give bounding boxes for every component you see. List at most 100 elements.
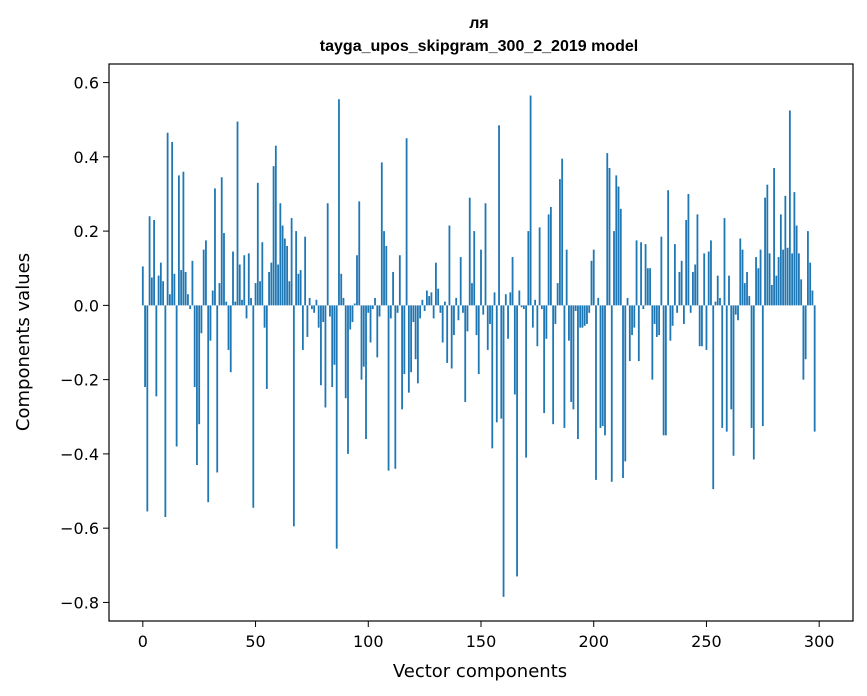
- bar: [423, 305, 426, 311]
- bar: [628, 305, 631, 362]
- bar: [349, 305, 352, 330]
- x-tick-label: 250: [691, 632, 722, 651]
- bar: [362, 305, 365, 367]
- bar: [723, 218, 726, 306]
- bar: [171, 141, 174, 306]
- bar: [229, 305, 232, 373]
- bar: [182, 171, 185, 306]
- bar: [448, 225, 451, 306]
- bar: [714, 301, 717, 306]
- bar: [410, 305, 413, 373]
- bar: [813, 305, 816, 432]
- bar: [322, 305, 325, 323]
- bar: [480, 249, 482, 306]
- bar: [416, 305, 419, 384]
- bar: [351, 305, 354, 323]
- bar: [522, 305, 525, 310]
- bar: [268, 271, 270, 306]
- bar: [511, 257, 514, 306]
- bar: [768, 253, 771, 306]
- x-tick-label: 200: [578, 632, 609, 651]
- bar: [344, 305, 347, 399]
- bar: [786, 247, 789, 306]
- y-tick-label: −0.6: [60, 519, 99, 538]
- bar: [468, 197, 471, 306]
- bar: [516, 305, 518, 577]
- bar: [196, 305, 198, 466]
- bar: [189, 305, 192, 310]
- bar: [193, 305, 196, 388]
- x-tick-label: 100: [353, 632, 384, 651]
- bar: [520, 305, 523, 308]
- bar: [301, 305, 304, 350]
- bar: [579, 305, 582, 328]
- y-tick-label: 0.6: [74, 74, 99, 93]
- bar: [552, 305, 555, 425]
- bar: [640, 242, 642, 306]
- bar: [626, 297, 629, 306]
- bar: [586, 305, 588, 324]
- bar: [525, 305, 527, 458]
- bar: [676, 305, 679, 313]
- bar: [680, 260, 683, 306]
- bar: [453, 305, 455, 336]
- bar: [669, 305, 672, 341]
- bar: [283, 238, 286, 306]
- bar: [200, 305, 203, 334]
- bar: [730, 305, 733, 410]
- bar: [554, 305, 557, 324]
- bar: [559, 179, 561, 306]
- bar: [518, 290, 521, 306]
- bar: [527, 231, 530, 306]
- bar: [265, 305, 268, 389]
- bar: [313, 305, 316, 313]
- bar: [238, 264, 241, 306]
- bar: [588, 305, 591, 313]
- bar: [610, 305, 613, 482]
- bar: [403, 305, 406, 375]
- bar: [347, 305, 349, 454]
- bar: [635, 240, 638, 306]
- bar: [766, 184, 769, 306]
- chart-title: ля: [469, 15, 489, 32]
- bar: [660, 236, 663, 306]
- bar: [288, 281, 291, 306]
- bar: [227, 305, 230, 350]
- bar: [308, 297, 311, 306]
- bar: [811, 290, 814, 306]
- bar: [721, 305, 724, 428]
- bar: [809, 262, 812, 306]
- bar: [387, 305, 390, 471]
- bar: [608, 167, 611, 306]
- bar: [401, 305, 403, 410]
- bar: [207, 305, 210, 503]
- bar: [791, 253, 794, 306]
- bar: [164, 305, 167, 518]
- bar: [592, 249, 595, 306]
- bar: [272, 166, 275, 306]
- bar: [739, 238, 742, 306]
- bar: [441, 305, 444, 343]
- bar: [746, 271, 748, 306]
- bar: [198, 305, 201, 425]
- bar: [543, 305, 546, 414]
- bar: [732, 305, 735, 456]
- bar: [759, 249, 762, 306]
- bar: [394, 305, 397, 469]
- bar: [216, 305, 219, 473]
- bar: [153, 219, 155, 306]
- bar: [502, 305, 505, 597]
- bar: [173, 273, 176, 306]
- bar: [335, 305, 338, 549]
- bar: [292, 305, 295, 527]
- bar: [599, 305, 602, 428]
- bar: [561, 158, 564, 306]
- bar: [737, 305, 739, 321]
- x-axis-label: Vector components: [393, 661, 567, 682]
- y-tick-label: 0.0: [74, 296, 99, 315]
- bar: [466, 305, 469, 332]
- bar: [725, 305, 728, 432]
- bar: [277, 264, 279, 306]
